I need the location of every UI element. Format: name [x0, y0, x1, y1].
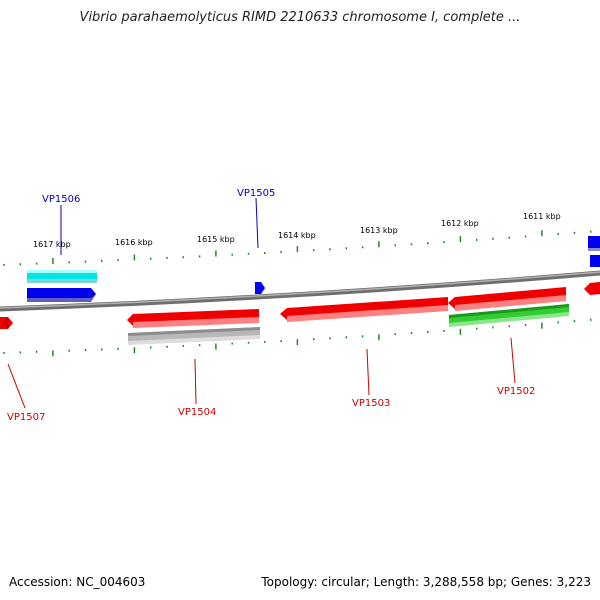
gene-feature-right-blue-1[interactable] — [588, 236, 600, 251]
leader-line-vp1505 — [255, 197, 259, 249]
ruler-tick-label: 1612 kbp — [441, 219, 479, 228]
ruler-tick-label: 1613 kbp — [360, 226, 398, 235]
gene-feature-gray[interactable] — [128, 327, 260, 345]
gene-label-vp1502[interactable]: VP1502 — [497, 386, 535, 397]
leader-line-vp1507 — [7, 363, 26, 409]
chromosome-backbone-highlight — [0, 271, 600, 309]
leader-line-vp1502 — [510, 337, 516, 384]
ruler-tick-label: 1617 kbp — [33, 240, 71, 249]
gene-feature-green[interactable] — [449, 304, 569, 327]
gene-feature-cyan[interactable] — [27, 270, 97, 283]
ruler-tick-label: 1614 kbp — [278, 231, 316, 240]
gene-feature-vp1504[interactable] — [127, 309, 259, 328]
upper-ruler — [3, 230, 592, 266]
map-title: Vibrio parahaemolyticus RIMD 2210633 chr… — [79, 10, 521, 25]
ruler-tick-label: 1611 kbp — [523, 212, 561, 221]
gene-feature-vp1507[interactable] — [0, 317, 13, 329]
gene-feature-right-blue-2[interactable] — [590, 255, 600, 267]
gene-feature-vp1502[interactable] — [448, 287, 566, 311]
leader-line-vp1504 — [194, 358, 197, 405]
gene-label-vp1505[interactable]: VP1505 — [237, 188, 275, 199]
topology-summary-text: Topology: circular; Length: 3,288,558 bp… — [261, 575, 591, 589]
ruler-tick-label: 1615 kbp — [197, 235, 235, 244]
gene-label-vp1506[interactable]: VP1506 — [42, 194, 80, 205]
accession-text: Accession: NC_004603 — [9, 575, 146, 589]
gene-feature-right-red[interactable] — [584, 282, 600, 295]
gene-feature-vp1505[interactable] — [255, 282, 265, 294]
gene-label-vp1503[interactable]: VP1503 — [352, 398, 390, 409]
gene-label-vp1504[interactable]: VP1504 — [178, 407, 216, 418]
chromosome-backbone — [0, 270, 600, 312]
gene-feature-vp1503[interactable] — [280, 297, 448, 322]
gene-label-vp1507[interactable]: VP1507 — [7, 412, 45, 423]
ruler-tick-label: 1616 kbp — [115, 238, 153, 247]
lower-ruler — [3, 318, 592, 357]
gene-feature-vp1506[interactable] — [27, 288, 96, 302]
leader-line-vp1503 — [366, 348, 370, 396]
